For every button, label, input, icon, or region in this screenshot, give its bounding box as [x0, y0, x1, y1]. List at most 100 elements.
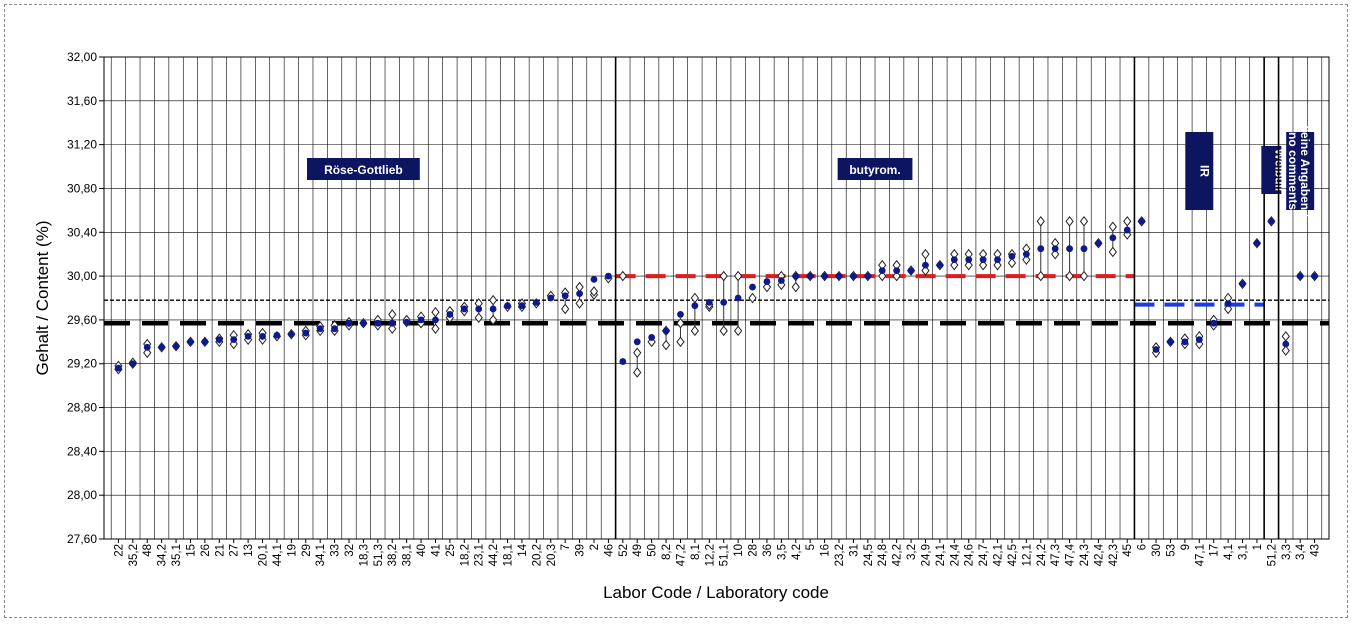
single-value-diamond	[676, 317, 685, 329]
mean-value-point	[1224, 300, 1232, 307]
group-label-box	[837, 158, 913, 180]
x-tick-label: 35,1	[171, 544, 183, 566]
x-axis-title: Labor Code / Laboratory code	[603, 583, 829, 602]
mean-value-point	[417, 316, 425, 324]
single-value-diamond	[791, 281, 800, 293]
x-tick-label: 42,2	[892, 544, 904, 566]
mean-value-point	[244, 332, 252, 340]
mean-value-point	[172, 342, 180, 350]
mean-value-point	[331, 325, 338, 333]
mean-value-point	[893, 267, 901, 275]
mean-value-point	[1066, 245, 1073, 253]
x-tick-label: 18,1	[503, 544, 515, 566]
x-tick-label: 3,1	[1238, 544, 1250, 560]
mean-value-point	[1181, 338, 1189, 346]
mean-value-point	[777, 277, 785, 284]
mean-value-point	[489, 305, 497, 313]
x-tick-label: 34,1	[315, 544, 327, 566]
single-value-diamond	[488, 294, 498, 306]
single-value-diamond	[762, 281, 772, 293]
single-value-diamond	[1036, 216, 1045, 227]
mean-value-point	[259, 332, 266, 340]
single-value-diamond	[1051, 248, 1060, 260]
mean-value-point	[460, 305, 468, 313]
single-value-diamond	[719, 325, 728, 337]
single-value-diamond	[1065, 270, 1074, 282]
x-tick-label: 25	[445, 544, 457, 557]
mean-value-point	[1282, 340, 1290, 348]
x-tick-label: 20,2	[531, 544, 543, 566]
mean-value-point	[677, 311, 684, 318]
x-tick-label: 22	[113, 544, 125, 557]
single-value-diamond	[1108, 246, 1117, 258]
mean-value-point	[907, 267, 915, 275]
x-tick-label: 35,2	[128, 544, 140, 566]
single-value-diamond	[748, 292, 757, 304]
x-tick-label: 49	[632, 544, 644, 557]
single-value-diamond	[1007, 257, 1017, 269]
mean-value-point	[605, 272, 612, 280]
x-tick-label: 3,5	[776, 544, 788, 560]
x-tick-label: 28	[748, 544, 760, 557]
x-tick-label: 51,3	[373, 544, 385, 566]
mean-value-point	[705, 298, 713, 306]
x-tick-label: 52	[618, 544, 630, 557]
single-value-diamond	[676, 336, 685, 348]
x-tick-label: 24,1	[935, 544, 947, 566]
mean-value-point	[1051, 245, 1059, 253]
y-axis-title: Gehalt / Content (%)	[33, 221, 52, 376]
x-tick-label: 24,7	[978, 544, 990, 566]
single-value-diamond	[993, 259, 1002, 271]
mean-value-point	[273, 331, 281, 339]
x-tick-label: 53	[1165, 544, 1177, 557]
single-value-diamond	[388, 323, 397, 334]
x-tick-label: 20,1	[258, 544, 270, 566]
x-tick-label: 27	[229, 544, 241, 557]
x-tick-label: 24,8	[877, 544, 889, 566]
mean-value-point	[388, 319, 396, 327]
x-tick-label: 13	[243, 544, 255, 557]
mean-value-point	[792, 272, 800, 280]
mean-value-point	[806, 272, 814, 280]
x-tick-label: 23,1	[474, 544, 486, 566]
x-tick-label: 21	[214, 544, 226, 557]
mean-value-point	[187, 338, 194, 346]
mean-value-point	[504, 302, 511, 310]
single-value-diamond	[978, 259, 988, 271]
mean-value-point	[749, 283, 756, 291]
x-tick-label: 17	[1209, 544, 1221, 557]
x-tick-label: 51,1	[719, 544, 731, 566]
y-tick-label: 32,00	[67, 50, 97, 64]
single-value-diamond	[1123, 216, 1132, 227]
x-tick-label: 43	[1310, 544, 1322, 557]
x-tick-label: 18,3	[358, 544, 370, 566]
x-tick-label: 42,1	[993, 544, 1005, 566]
y-tick-label: 30,40	[67, 225, 97, 239]
mean-value-point	[1109, 234, 1117, 242]
mean-value-point	[1311, 272, 1318, 280]
mean-value-point	[287, 330, 295, 338]
reference-lines	[104, 274, 1329, 326]
x-tick-label: 24,5	[863, 544, 875, 566]
mean-value-point	[561, 292, 569, 300]
mean-value-point	[1210, 319, 1218, 327]
mean-value-point	[1123, 226, 1131, 234]
single-value-diamond	[921, 265, 930, 276]
x-tick-label: 47,1	[1194, 544, 1206, 566]
single-value-diamond	[1065, 216, 1074, 227]
x-tick-label: 8,1	[690, 544, 702, 560]
mean-value-point	[1239, 280, 1246, 288]
mean-value-point	[691, 302, 699, 310]
x-tick-label: 33	[330, 544, 342, 557]
mean-value-point	[648, 334, 656, 341]
single-value-diamond	[892, 270, 901, 282]
single-value-diamond	[878, 270, 887, 282]
single-value-diamond	[589, 286, 599, 297]
x-tick-label: 42,5	[1007, 544, 1019, 566]
x-tick-label: 47,2	[675, 544, 687, 566]
x-tick-label: 12,2	[704, 544, 716, 566]
group-label-box	[307, 158, 420, 180]
x-tick-label: 47,4	[1065, 543, 1077, 566]
mean-value-point	[590, 275, 598, 283]
